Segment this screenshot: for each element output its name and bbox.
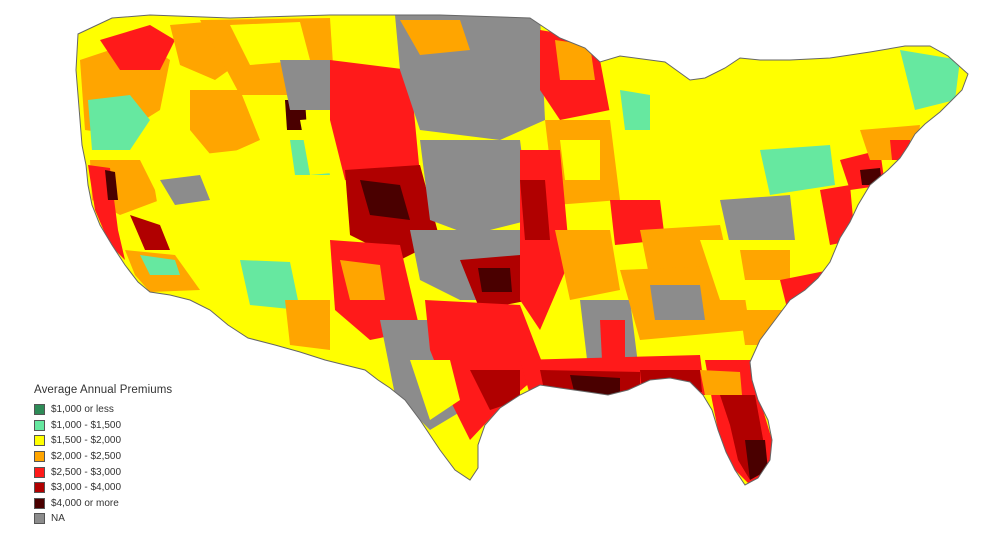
legend-label: $1,000 - $1,500 <box>51 419 122 431</box>
legend-item: NA <box>34 511 224 527</box>
legend-item: $1,500 - $2,000 <box>34 433 224 449</box>
legend-item: $3,000 - $4,000 <box>34 480 224 496</box>
legend-item: $1,000 or less <box>34 402 224 418</box>
legend-label: NA <box>51 513 65 525</box>
legend-label: $2,500 - $3,000 <box>51 466 122 478</box>
legend-swatch <box>34 482 45 494</box>
legend-swatch <box>34 435 45 447</box>
legend-swatch <box>34 451 45 463</box>
legend: Average Annual Premiums $1,000 or less $1… <box>34 384 224 527</box>
legend-label: $3,000 - $4,000 <box>51 482 122 494</box>
legend-label: $4,000 or more <box>51 497 119 509</box>
legend-items: $1,000 or less $1,000 - $1,500 $1,500 - $2… <box>34 402 224 527</box>
legend-item: $1,000 - $1,500 <box>34 418 224 434</box>
legend-swatch <box>34 497 45 509</box>
legend-item: $2,500 - $3,000 <box>34 464 224 480</box>
legend-swatch <box>34 419 45 431</box>
legend-swatch <box>34 513 45 525</box>
legend-label: $1,500 - $2,000 <box>51 435 122 447</box>
legend-swatch <box>34 466 45 478</box>
legend-item: $2,000 - $2,500 <box>34 449 224 465</box>
legend-label: $1,000 or less <box>51 404 114 416</box>
legend-label: $2,000 - $2,500 <box>51 451 122 463</box>
legend-item: $4,000 or more <box>34 496 224 512</box>
legend-swatch <box>34 404 45 416</box>
legend-title: Average Annual Premiums <box>34 384 173 396</box>
